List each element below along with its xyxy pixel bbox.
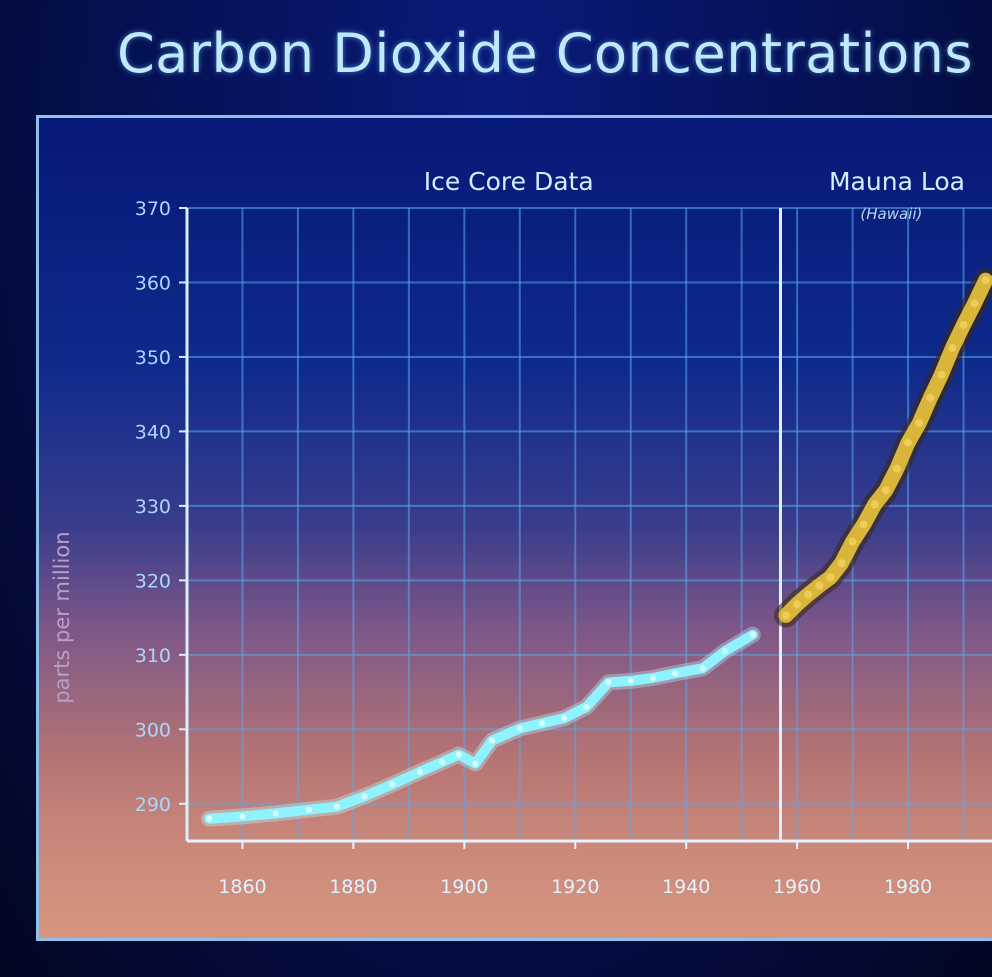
x-tick-label: 1960	[773, 876, 821, 898]
co2-line-chart: 290 300 310 320 330 340 350 360 370 1860 1880 1900 1…	[50, 167, 992, 898]
axes	[179, 207, 992, 849]
data-point-ice-core	[416, 768, 423, 775]
plot-area: 290 300 310 320 330 340 350 360 370 1860 1880 1900 1…	[36, 115, 992, 941]
data-point-ice-core	[583, 703, 590, 710]
y-tick-label: 350	[135, 347, 171, 369]
data-point-mauna-loa	[948, 344, 957, 353]
data-point-ice-core	[239, 813, 246, 820]
data-point-ice-core	[516, 725, 523, 732]
data-point-ice-core	[699, 665, 706, 672]
y-tick-label: 360	[135, 272, 171, 294]
data-point-ice-core	[206, 815, 213, 822]
data-point-mauna-loa	[782, 611, 791, 620]
data-point-ice-core	[605, 679, 612, 686]
chart-title: Carbon Dioxide Concentrations	[117, 22, 973, 85]
data-point-mauna-loa	[915, 419, 924, 428]
data-point-mauna-loa	[926, 393, 935, 402]
data-point-mauna-loa	[848, 537, 857, 546]
data-point-mauna-loa	[837, 559, 846, 568]
data-point-ice-core	[361, 793, 368, 800]
data-point-mauna-loa	[804, 590, 813, 599]
data-point-ice-core	[333, 803, 340, 810]
y-tick-label: 330	[135, 496, 171, 518]
data-point-mauna-loa	[904, 438, 913, 447]
y-tick-label: 370	[135, 198, 171, 220]
data-point-mauna-loa	[970, 299, 979, 308]
data-point-ice-core	[472, 760, 479, 767]
data-point-mauna-loa	[959, 320, 968, 329]
grid-lines	[187, 207, 992, 841]
data-point-ice-core	[672, 670, 679, 677]
data-point-mauna-loa	[859, 520, 868, 529]
y-tick-label: 290	[135, 794, 171, 816]
y-tick-label: 300	[135, 719, 171, 741]
data-point-ice-core	[455, 751, 462, 758]
data-point-mauna-loa	[937, 370, 946, 379]
data-point-ice-core	[439, 759, 446, 766]
data-point-ice-core	[489, 737, 496, 744]
x-tick-label: 1920	[551, 876, 599, 898]
y-axis-label: parts per million	[50, 531, 74, 703]
data-point-ice-core	[538, 720, 545, 727]
data-point-mauna-loa	[815, 581, 824, 590]
y-tick-label: 310	[135, 645, 171, 667]
data-point-mauna-loa	[826, 573, 835, 582]
x-tick-label: 1940	[662, 876, 710, 898]
series-line-mauna-loa	[778, 272, 992, 623]
series-glow-ice-core	[201, 626, 761, 827]
y-tick-label: 320	[135, 570, 171, 592]
data-point-ice-core	[749, 631, 756, 638]
data-point-ice-core	[722, 648, 729, 655]
data-point-mauna-loa	[981, 276, 990, 285]
data-point-mauna-loa	[793, 600, 802, 609]
data-point-ice-core	[306, 806, 313, 813]
y-tick-label: 340	[135, 421, 171, 443]
series-line-ice-core	[204, 629, 758, 824]
chart-text: 290 300 310 320 330 340 350 360 370 1860 1880 1900 1…	[50, 167, 965, 898]
data-point-ice-core	[561, 715, 568, 722]
x-tick-label: 1860	[218, 876, 266, 898]
data-point-mauna-loa	[881, 486, 890, 495]
data-point-ice-core	[389, 781, 396, 788]
data-series	[201, 268, 992, 827]
data-point-mauna-loa	[892, 464, 901, 473]
x-tick-label: 1900	[440, 876, 488, 898]
data-point-ice-core	[627, 677, 634, 684]
section-label-ice-core: Ice Core Data	[424, 167, 594, 196]
x-tick-label: 1980	[884, 876, 932, 898]
section-label-mauna-loa: Mauna Loa	[829, 167, 965, 196]
section-sublabel-hawaii: (Hawaii)	[860, 205, 922, 223]
x-tick-label: 1880	[329, 876, 377, 898]
data-point-mauna-loa	[870, 500, 879, 509]
data-point-ice-core	[649, 674, 656, 681]
data-point-ice-core	[272, 810, 279, 817]
